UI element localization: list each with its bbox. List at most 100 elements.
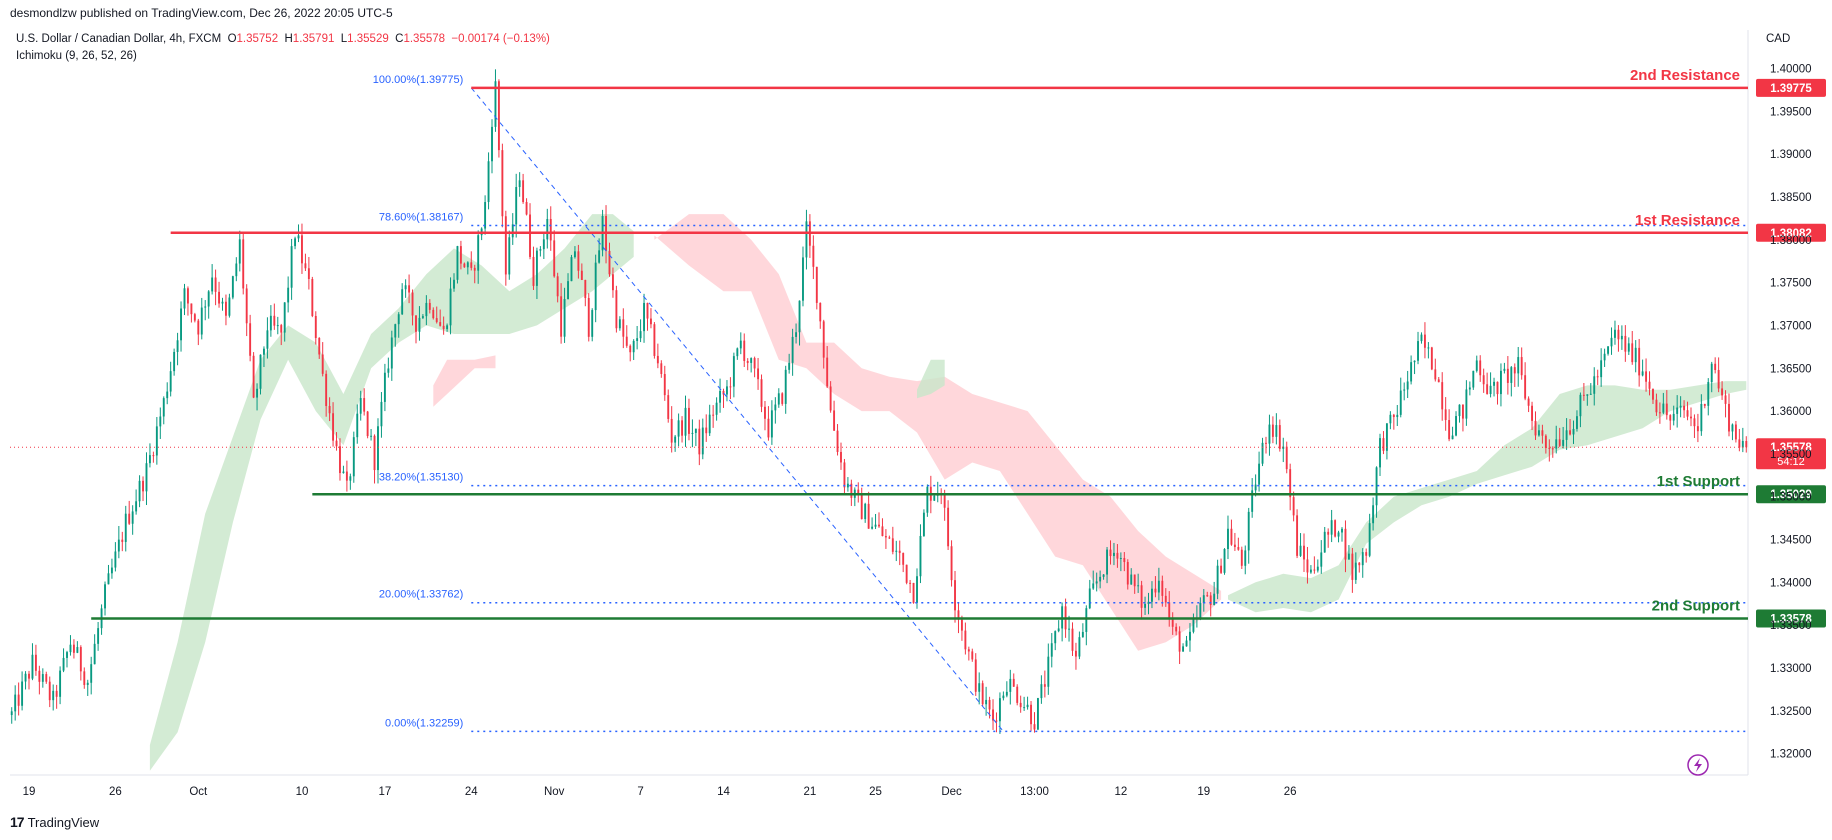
- candle-body: [370, 435, 373, 437]
- candle-body: [1341, 528, 1343, 533]
- candle-body: [404, 285, 407, 290]
- candle-body: [1258, 463, 1261, 485]
- candle-body: [1147, 601, 1150, 604]
- candle-body: [1614, 329, 1616, 338]
- candle-body: [204, 306, 207, 308]
- candle-body: [573, 251, 576, 258]
- candle-body: [732, 356, 735, 387]
- candle-body: [1265, 442, 1267, 444]
- candle-body: [587, 298, 590, 337]
- time-axis[interactable]: 19 26 Oct 10 17 24 Nov 7 14 21 25 Dec 13:00 12 19 26: [23, 786, 1297, 798]
- candle-body: [1579, 394, 1582, 417]
- candle-body: [1057, 628, 1060, 632]
- candle-body: [1624, 335, 1627, 352]
- ohlc-close-label: C: [395, 33, 404, 45]
- candle-body: [764, 406, 766, 419]
- support-level[interactable]: 2nd Support 1.33578: [91, 597, 1826, 628]
- candle-body: [1493, 381, 1495, 386]
- candle-body: [701, 427, 704, 455]
- candle-body: [1385, 423, 1388, 451]
- candle-body: [1351, 553, 1354, 580]
- candle-body: [943, 495, 946, 508]
- candle-body: [874, 524, 877, 527]
- candle-body: [1002, 695, 1005, 699]
- candle-body: [1240, 549, 1243, 566]
- candle-body: [1140, 585, 1143, 608]
- fibonacci-retracement[interactable]: 100.00%(1.39775) 78.60%(1.38167) 38.20%(1.…: [373, 74, 1746, 733]
- candle-body: [1354, 562, 1357, 580]
- time-axis-tick: 19: [23, 786, 36, 798]
- price-axis[interactable]: 1.40000 1.39500 1.39000 1.38500 1.38000 1.375…: [1770, 64, 1812, 761]
- candle-body: [1434, 369, 1437, 380]
- candle-body: [145, 463, 148, 492]
- candle-body: [884, 536, 887, 538]
- candle-body: [397, 314, 400, 325]
- fib-level-label: 78.60%(1.38167): [379, 212, 463, 224]
- time-axis-tick: 19: [1197, 786, 1210, 798]
- tradingview-logo[interactable]: 17 TradingView: [10, 814, 99, 830]
- candle-body: [1202, 595, 1205, 604]
- candle-body: [729, 386, 732, 388]
- candle-body: [1728, 403, 1730, 432]
- candle-body: [1185, 640, 1188, 647]
- candle-body: [971, 651, 974, 660]
- fib-level-label: 38.20%(1.35130): [379, 472, 463, 484]
- candle-body: [926, 486, 929, 513]
- candle-body: [1154, 588, 1157, 593]
- candle-body: [618, 319, 621, 329]
- candle-body: [960, 619, 963, 631]
- candle-body: [1465, 389, 1468, 419]
- candle-body: [715, 402, 718, 415]
- candle-body: [356, 413, 359, 438]
- symbol-legend[interactable]: U.S. Dollar / Canadian Dollar, 4h, FXCM …: [16, 33, 550, 45]
- resistance-level[interactable]: 1st Resistance 1.38082: [170, 212, 1826, 242]
- candle-body: [1368, 523, 1371, 556]
- resistance-level[interactable]: 2nd Resistance 1.39775: [471, 67, 1826, 97]
- candle-body: [639, 331, 642, 339]
- candle-body: [1541, 430, 1544, 436]
- candle-body: [981, 683, 984, 705]
- price-axis-tick: 1.38500: [1770, 192, 1812, 204]
- candle-body: [1026, 704, 1029, 708]
- candle-body: [1213, 593, 1216, 605]
- candle-body: [107, 573, 110, 585]
- candles: [10, 69, 1748, 734]
- candle-body: [815, 266, 818, 303]
- indicator-legend[interactable]: Ichimoku (9, 26, 52, 26): [16, 50, 137, 62]
- lightning-icon[interactable]: [1687, 754, 1709, 776]
- candle-body: [1102, 574, 1105, 577]
- support-level[interactable]: 1st Support 1.35029: [312, 473, 1826, 504]
- candle-body: [380, 401, 383, 427]
- candle-body: [487, 161, 490, 203]
- candle-body: [591, 310, 594, 337]
- candle-body: [743, 340, 746, 361]
- candle-body: [522, 180, 525, 202]
- candle-body: [726, 386, 728, 395]
- candle-body: [166, 391, 169, 399]
- candle-body: [1033, 724, 1036, 730]
- candle-body: [1085, 608, 1088, 632]
- candle-body: [377, 426, 379, 471]
- candle-body: [363, 398, 366, 412]
- price-axis-tick: 1.34500: [1770, 535, 1812, 547]
- candle-body: [1444, 409, 1447, 421]
- candle-body: [1054, 631, 1057, 644]
- candle-body: [383, 372, 386, 402]
- candle-body: [1361, 552, 1364, 566]
- candle-body: [466, 262, 469, 268]
- candle-body: [1323, 531, 1326, 553]
- candle-body: [791, 336, 794, 363]
- fib-trend-line[interactable]: [470, 87, 1004, 732]
- candle-body: [366, 411, 369, 437]
- candle-body: [1399, 390, 1402, 415]
- bar-countdown: 54:12: [1777, 456, 1805, 468]
- candle-body: [560, 296, 563, 337]
- candle-body: [1717, 369, 1720, 389]
- candle-body: [1050, 643, 1053, 657]
- candle-body: [491, 126, 493, 162]
- ichimoku-cloud-bear-2: [654, 214, 1222, 651]
- candle-body: [753, 358, 756, 369]
- candle-body: [1406, 381, 1409, 390]
- candle-body: [294, 238, 297, 247]
